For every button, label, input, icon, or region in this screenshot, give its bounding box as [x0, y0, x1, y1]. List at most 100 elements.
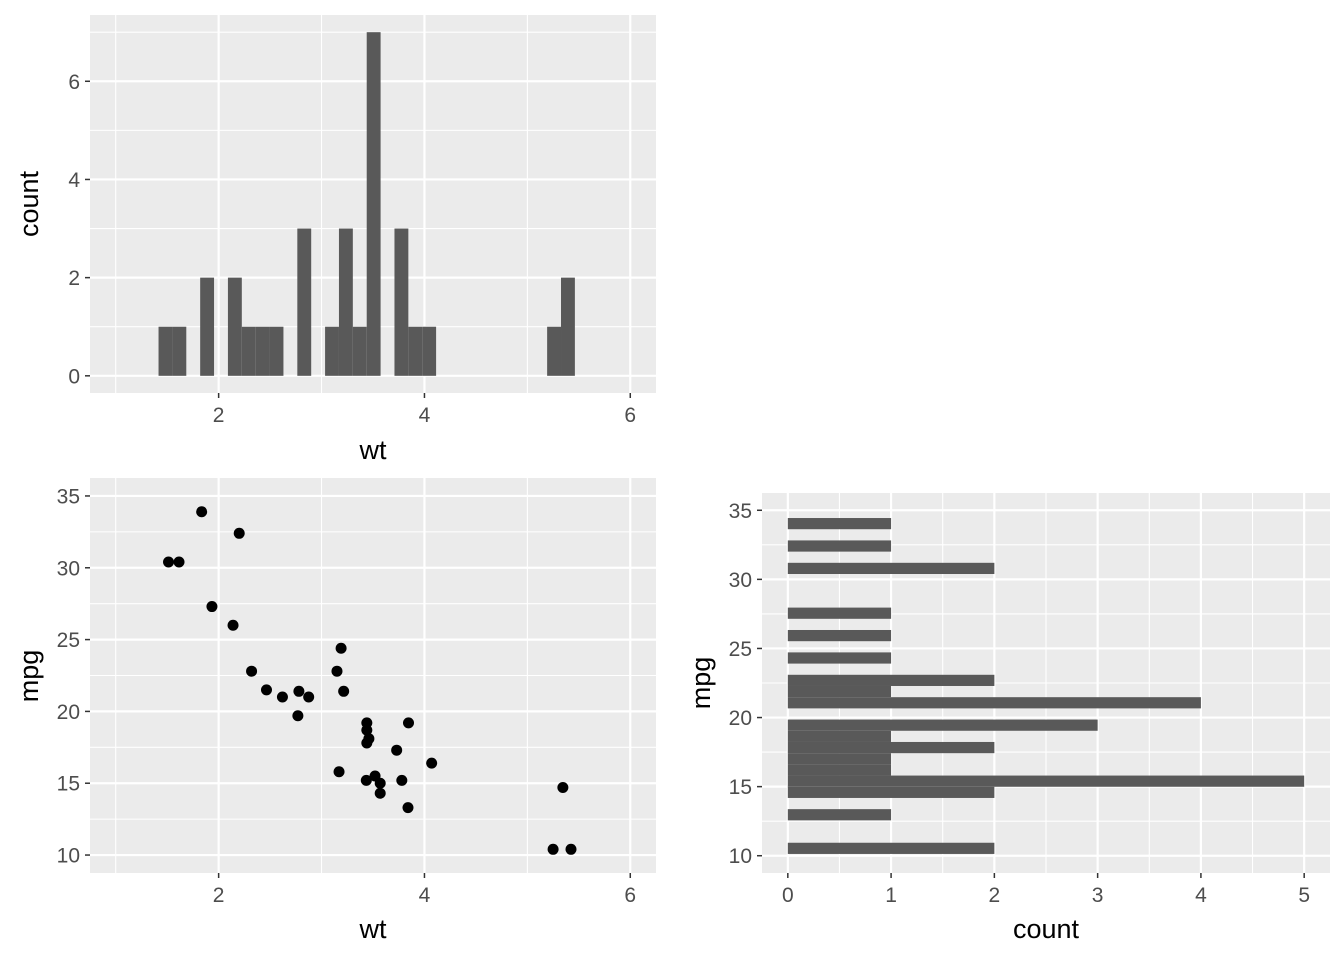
scatter-point — [227, 619, 239, 631]
scatter-point — [361, 717, 373, 729]
scatter-point — [565, 843, 577, 855]
y-tick-label: 20 — [729, 707, 752, 730]
histogram-bar — [787, 730, 892, 742]
histogram-bar — [787, 652, 892, 664]
scatter-point — [403, 717, 415, 729]
histogram-bar — [547, 326, 562, 376]
scatter-point — [391, 744, 403, 756]
scatter-point — [333, 766, 345, 778]
histogram-bar — [352, 326, 367, 376]
histogram-bar — [787, 540, 892, 552]
histogram-bar — [787, 674, 995, 686]
histogram-bar — [297, 228, 312, 376]
scatter-point — [303, 691, 315, 703]
hist-wt-panel: 2 4 6 0 2 4 6 wt count — [14, 15, 656, 465]
scatter-point — [293, 685, 305, 697]
y-tick-label: 6 — [68, 71, 80, 94]
x-tick-label: 6 — [624, 884, 636, 907]
histogram-bar — [787, 629, 892, 642]
scatter-point — [233, 527, 245, 539]
x-tick-label: 3 — [1092, 884, 1104, 907]
scatter-point — [260, 684, 272, 696]
histogram-bar — [787, 562, 995, 575]
y-tick-label: 4 — [68, 169, 80, 192]
scatter-point — [557, 782, 569, 794]
scatter-point — [374, 777, 386, 789]
y-tick-label: 30 — [729, 569, 752, 592]
scatter-point — [292, 710, 304, 722]
scatter-point — [246, 665, 258, 677]
scatter-point — [163, 556, 175, 568]
histogram-bar — [269, 326, 284, 376]
x-tick-label: 4 — [1195, 884, 1207, 907]
scatter-point — [360, 774, 372, 786]
scatter-point — [335, 642, 347, 654]
x-axis-title: wt — [359, 914, 387, 944]
histogram-bar — [787, 685, 892, 698]
x-tick-label: 4 — [419, 404, 431, 427]
y-tick-label: 20 — [57, 701, 80, 724]
scatter-point — [206, 601, 218, 613]
hist-mpg-panel: 0 1 2 3 4 5 10 15 20 25 30 35 count mpg — [686, 493, 1330, 944]
histogram-bar — [366, 32, 381, 376]
scatter-point — [331, 665, 343, 677]
x-tick-label: 4 — [419, 884, 431, 907]
histogram-bar — [787, 775, 1305, 787]
histogram-bar — [787, 842, 995, 854]
histogram-bar — [255, 326, 270, 376]
histogram-bar — [422, 326, 437, 376]
x-axis-title: count — [1013, 914, 1080, 944]
y-tick-label: 25 — [729, 638, 752, 661]
scatter-point — [196, 506, 208, 518]
histogram-bar — [325, 326, 339, 376]
histogram-bar — [787, 697, 1201, 709]
y-tick-label: 0 — [68, 365, 80, 388]
y-axis-title: mpg — [686, 657, 716, 710]
y-tick-label: 15 — [729, 776, 752, 799]
histogram-bar — [408, 326, 423, 376]
y-tick-label: 35 — [729, 500, 752, 523]
histogram-bar — [787, 518, 892, 530]
y-tick-label: 30 — [57, 557, 80, 580]
x-tick-label: 2 — [213, 884, 225, 907]
scatter-point — [547, 843, 559, 855]
y-tick-label: 15 — [57, 773, 80, 796]
histogram-bar — [227, 277, 242, 376]
histogram-bar — [561, 277, 575, 376]
scatter-point — [402, 802, 414, 814]
histogram-bar — [787, 809, 892, 821]
histogram-bar — [394, 228, 409, 376]
y-tick-label: 2 — [68, 267, 80, 290]
histogram-bar — [787, 764, 892, 776]
scatter-point — [338, 685, 350, 697]
y-tick-label: 10 — [729, 845, 752, 868]
histogram-bar — [787, 786, 995, 798]
y-tick-label: 25 — [57, 629, 80, 652]
x-tick-label: 2 — [989, 884, 1001, 907]
x-tick-label: 0 — [782, 884, 794, 907]
x-tick-label: 5 — [1298, 884, 1310, 907]
scatter-point — [426, 757, 438, 769]
scatter-point — [374, 787, 386, 799]
histogram-bar — [200, 277, 215, 376]
x-tick-label: 2 — [213, 404, 225, 427]
scatter-point — [361, 737, 373, 749]
x-tick-label: 1 — [885, 884, 897, 907]
histogram-bar — [787, 753, 892, 765]
scatter-wt-mpg-panel: 2 4 6 10 15 20 25 30 35 wt mpg — [14, 478, 656, 944]
x-tick-label: 6 — [624, 404, 636, 427]
histogram-bar — [172, 326, 187, 376]
scatter-point — [173, 556, 185, 568]
histogram-bar — [787, 741, 995, 754]
histogram-bar — [338, 228, 353, 376]
y-tick-label: 10 — [57, 845, 80, 868]
histogram-bar — [158, 326, 173, 376]
scatter-point — [396, 774, 408, 786]
scatter-point — [276, 691, 288, 703]
histogram-bar — [787, 607, 892, 619]
y-axis-title: count — [14, 170, 44, 237]
x-axis-title: wt — [359, 435, 387, 465]
y-tick-label: 35 — [57, 485, 80, 508]
histogram-bar — [787, 719, 1098, 731]
